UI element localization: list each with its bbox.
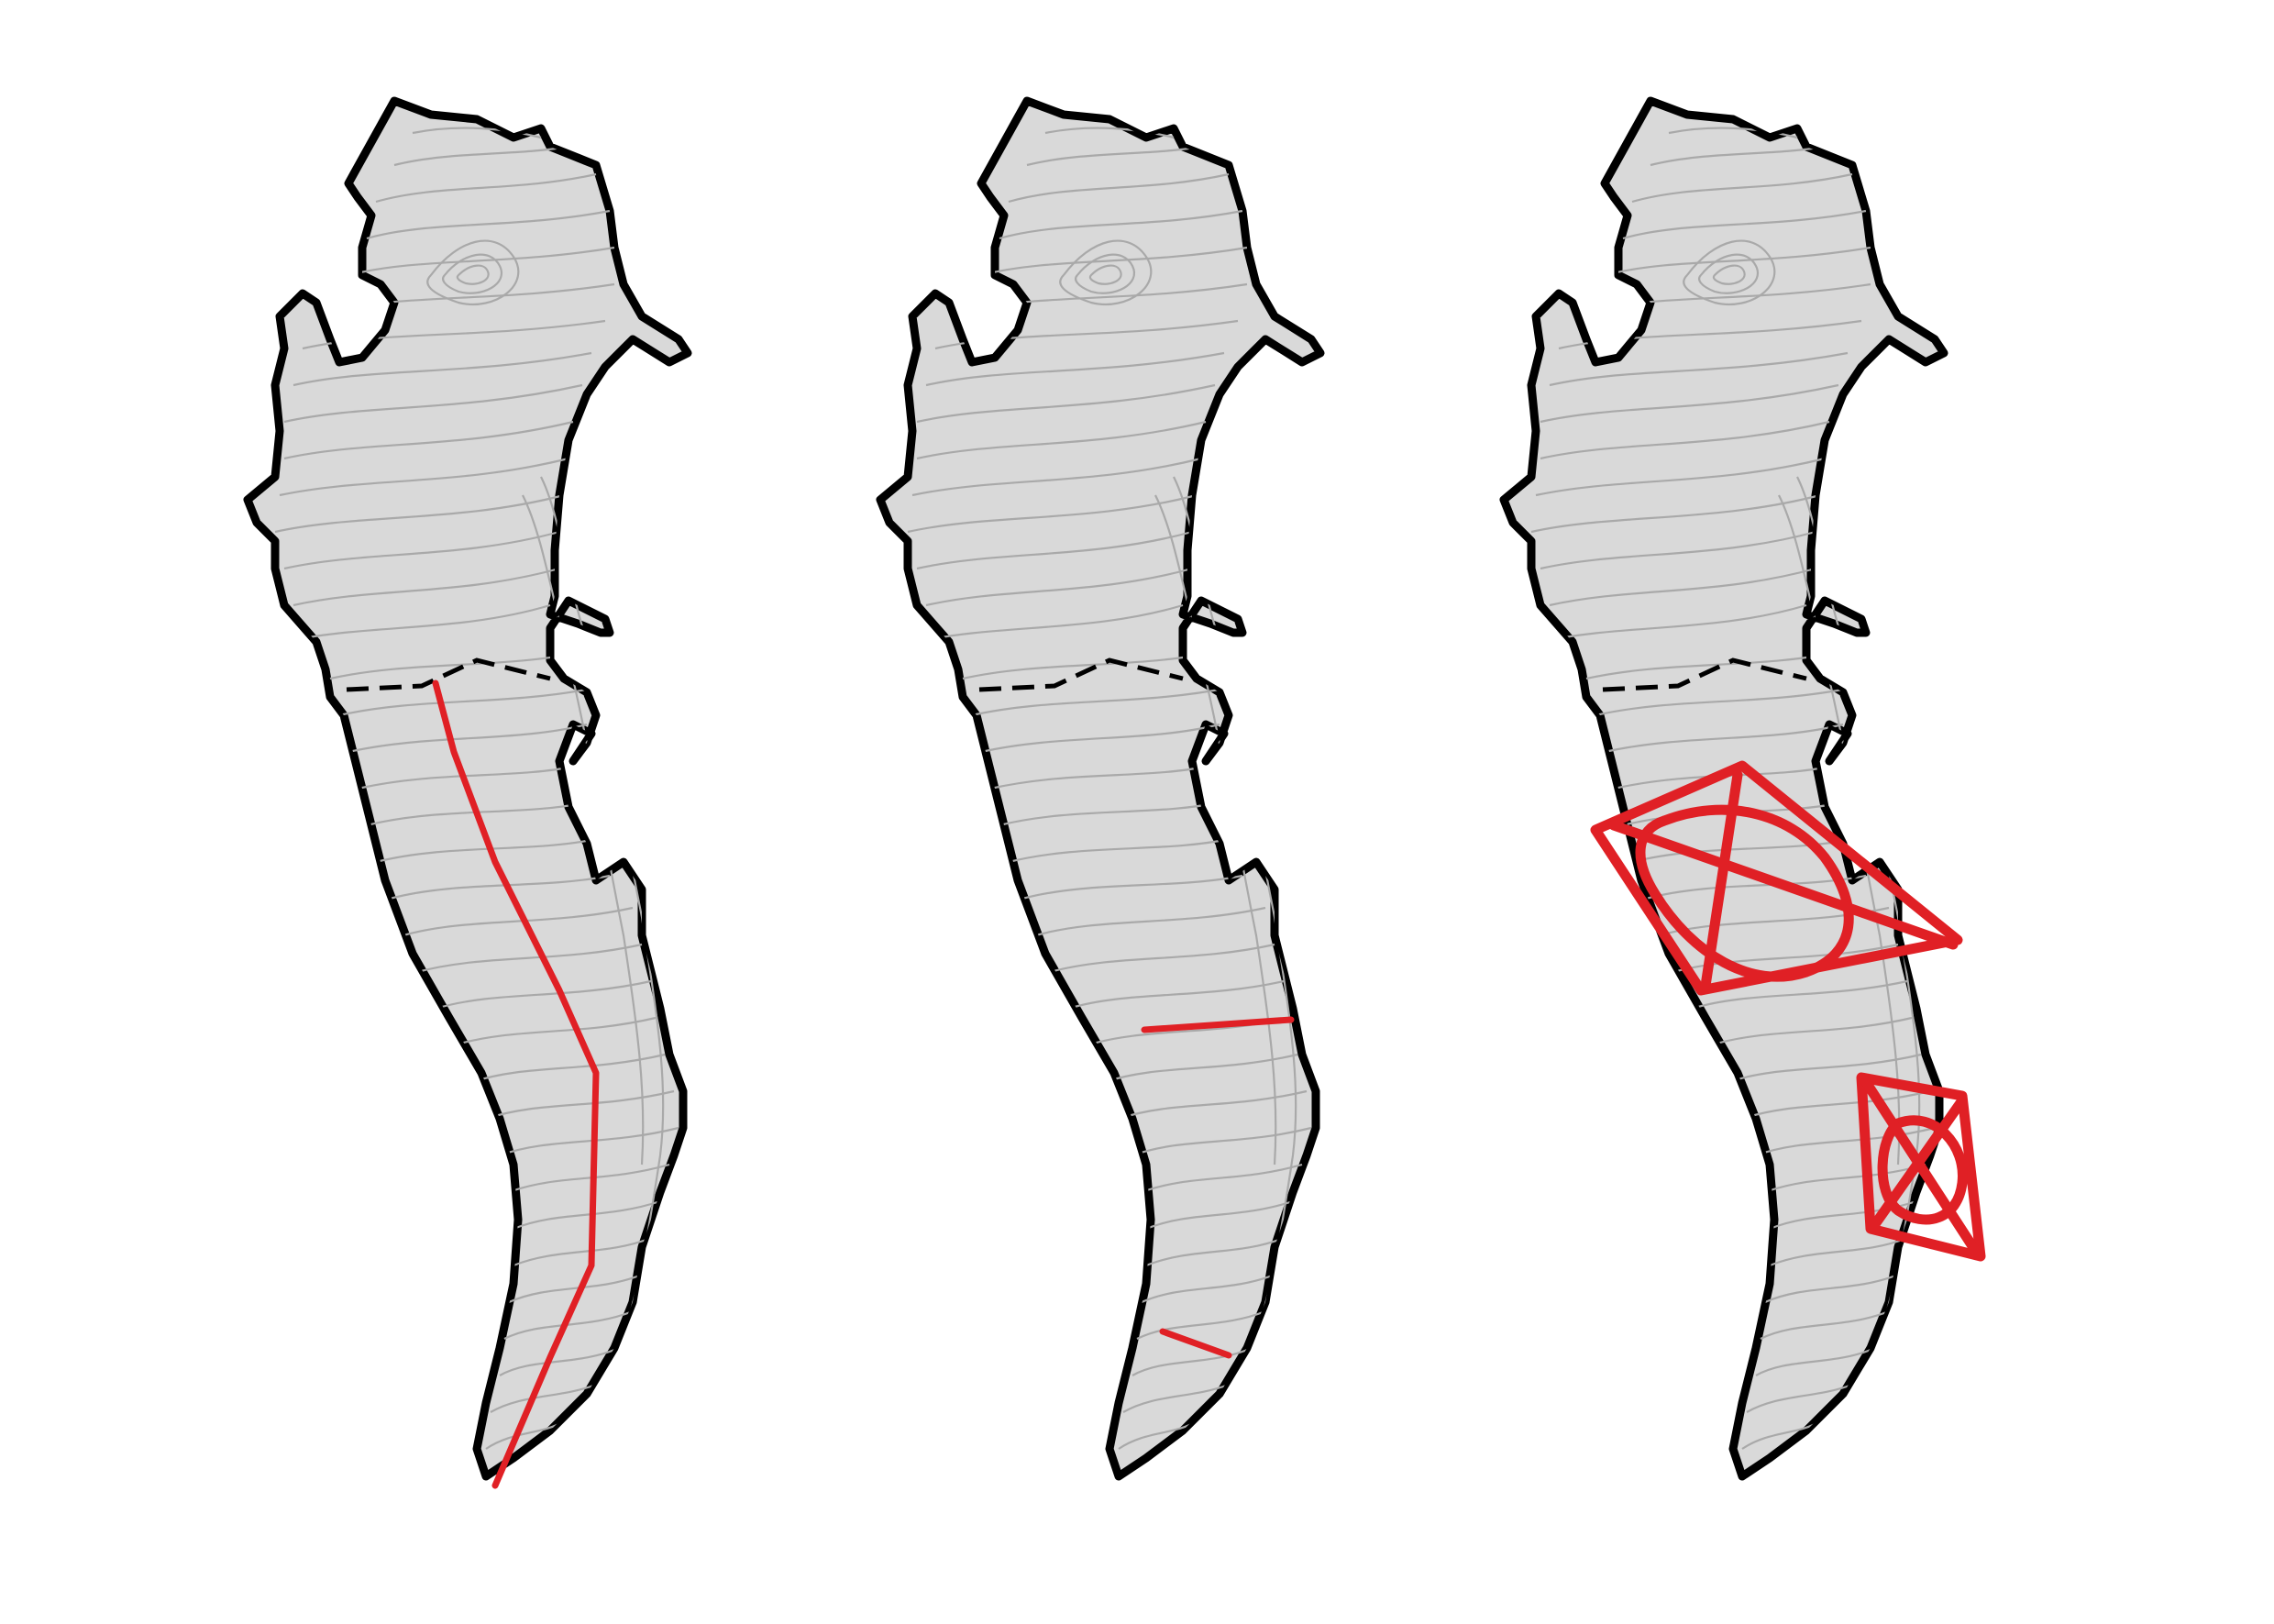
island-outline xyxy=(1504,101,1944,1476)
cross-section-upper xyxy=(1141,1016,1295,1033)
survey-grid-lower xyxy=(1856,1072,1986,1262)
island-outline xyxy=(880,101,1320,1476)
panel-1 xyxy=(248,101,688,1489)
centerline-profile xyxy=(432,679,600,1489)
survey-grid-upper xyxy=(1590,760,1963,996)
boundary-dashed-line xyxy=(346,657,551,692)
boundary-dashed-line xyxy=(1602,657,1807,692)
panel-3 xyxy=(1504,101,1986,1476)
boundary-dashed-line xyxy=(978,657,1184,692)
cross-section-lower xyxy=(1159,1328,1232,1359)
panel-2 xyxy=(880,101,1320,1476)
